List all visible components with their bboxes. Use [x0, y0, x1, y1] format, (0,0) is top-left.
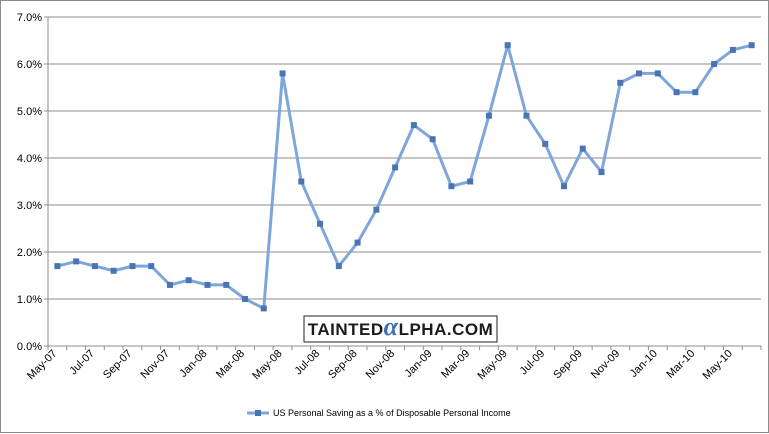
data-point-marker [73, 258, 80, 265]
data-point-marker [204, 281, 211, 288]
data-point-marker [654, 70, 661, 77]
data-point-marker [242, 296, 249, 302]
data-point-marker [729, 46, 736, 53]
data-point-marker [673, 89, 680, 96]
axes [44, 16, 762, 350]
watermark-logo: TAINTEDαLPHA.COM [303, 312, 498, 343]
y-tick-label: 0.0% [17, 341, 42, 353]
data-point-marker [279, 70, 286, 77]
data-point-marker [711, 61, 718, 67]
y-axis-tick-labels: 0.0% 1.0% 2.0% 3.0% 4.0% 5.0% 6.0% 7.0% [17, 12, 42, 353]
x-tick-label: Jul-08 [293, 348, 323, 378]
data-point-marker [148, 263, 155, 270]
data-point-marker [617, 79, 624, 86]
y-tick-label: 4.0% [17, 153, 42, 165]
data-point-marker [223, 281, 230, 288]
x-tick-label: Sep-08 [326, 348, 360, 382]
data-point-marker [560, 183, 567, 190]
x-tick-label: Nov-09 [589, 348, 623, 382]
x-axis-tick-labels: May-07 Jul-07 Sep-07 Nov-07 Jan-08 Mar-08 May-… [25, 348, 735, 382]
x-tick-label: Jan-09 [402, 348, 434, 380]
data-point-marker [91, 263, 98, 270]
data-point-marker [448, 183, 455, 190]
data-point-marker [354, 239, 361, 246]
data-point-marker [485, 112, 492, 119]
data-point-marker [392, 164, 399, 171]
x-tick-label: May-10 [701, 348, 735, 382]
x-tick-label: Nov-07 [139, 348, 173, 382]
data-point-marker [636, 70, 643, 77]
legend-marker-swatch [255, 410, 261, 416]
data-point-marker [166, 281, 173, 288]
data-point-marker [317, 220, 324, 227]
data-point-marker [467, 178, 474, 185]
x-tick-label: Mar-10 [664, 348, 697, 381]
legend: US Personal Saving as a % of Disposable … [247, 408, 511, 418]
data-point-marker [185, 277, 192, 284]
data-point-marker [579, 145, 586, 152]
x-tick-label: Jan-08 [177, 348, 209, 380]
data-point-marker [410, 122, 417, 129]
y-tick-label: 7.0% [17, 12, 42, 24]
data-point-marker [54, 263, 61, 270]
data-point-marker [692, 89, 699, 96]
data-point-marker [523, 112, 530, 119]
y-tick-label: 3.0% [17, 200, 42, 212]
x-tick-label: Jul-09 [518, 348, 548, 378]
data-point-marker [598, 169, 605, 176]
x-tick-label: May-09 [475, 348, 509, 382]
x-tick-label: Sep-07 [101, 348, 135, 382]
y-tick-label: 5.0% [17, 106, 42, 118]
x-tick-label: Sep-09 [551, 348, 585, 382]
data-point-marker [129, 263, 136, 270]
x-tick-label: Nov-08 [364, 348, 398, 382]
x-tick-label: Mar-09 [439, 348, 472, 381]
x-tick-label: Jul-07 [67, 348, 97, 378]
data-point-marker [110, 267, 117, 274]
data-point-marker [748, 42, 755, 49]
y-tick-label: 1.0% [17, 294, 42, 306]
data-point-marker [429, 136, 436, 143]
data-point-marker [335, 263, 342, 270]
data-point-marker [542, 140, 549, 147]
y-tick-label: 2.0% [17, 247, 42, 259]
gridlines [48, 16, 761, 300]
data-point-marker [298, 178, 305, 185]
data-point-marker [504, 42, 511, 49]
y-tick-label: 6.0% [17, 59, 42, 71]
x-tick-label: Mar-08 [214, 348, 247, 381]
legend-label: US Personal Saving as a % of Disposable … [273, 408, 511, 418]
x-tick-label: Jan-10 [628, 348, 660, 380]
data-series [54, 42, 755, 312]
data-point-marker [260, 305, 267, 312]
data-point-marker [373, 206, 380, 213]
series-line [55, 43, 754, 310]
x-tick-label: May-08 [250, 348, 284, 382]
